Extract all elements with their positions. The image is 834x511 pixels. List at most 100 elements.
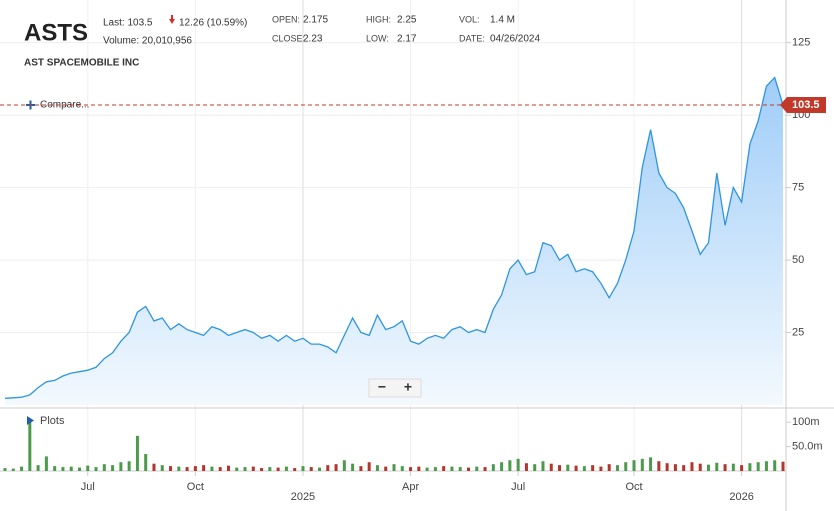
high: 2.25 xyxy=(397,15,417,26)
volume-bar xyxy=(715,462,719,471)
volume-bar xyxy=(690,462,694,471)
volume-bar xyxy=(442,466,446,471)
volume-bar xyxy=(3,468,7,471)
volume-bar xyxy=(375,465,379,471)
zoom-box xyxy=(368,378,422,398)
volume-bar xyxy=(384,466,388,471)
volume-bar xyxy=(425,467,429,471)
volume-bar xyxy=(466,467,470,471)
open-label: OPEN: xyxy=(272,14,300,24)
volume-bar xyxy=(450,466,454,471)
volume-bar xyxy=(268,467,272,471)
volume-bar xyxy=(185,467,189,471)
x-tick-label: Apr xyxy=(402,481,419,493)
volume-bar xyxy=(781,461,785,471)
volume-bar xyxy=(20,466,24,471)
volume-bar xyxy=(326,465,330,471)
zoom-in[interactable]: + xyxy=(404,379,412,395)
volume-bar xyxy=(632,460,636,471)
volume-bar xyxy=(177,466,181,471)
volume-bar xyxy=(508,460,512,471)
volume-bar xyxy=(458,467,462,471)
volume-bar xyxy=(624,462,628,471)
volume-bar xyxy=(144,453,148,471)
open: 2.175 xyxy=(303,15,328,26)
last-price-label: 103.5 xyxy=(792,99,820,111)
low-label: LOW: xyxy=(366,33,389,43)
volume-bar xyxy=(218,467,222,471)
high-label: HIGH: xyxy=(366,14,391,24)
price-area xyxy=(5,77,783,405)
volume-bar xyxy=(574,465,578,471)
volume-bar xyxy=(94,467,98,471)
zoom-out[interactable]: − xyxy=(378,379,386,395)
y-tick-label: 25 xyxy=(792,326,804,338)
x-tick-label: 2026 xyxy=(729,491,753,503)
volume-bar xyxy=(640,458,644,471)
x-tick-label: Oct xyxy=(187,481,204,493)
volume-bar xyxy=(591,465,595,471)
volume-bar xyxy=(276,467,280,471)
volume-bar xyxy=(773,460,777,471)
volume-bar xyxy=(483,467,487,471)
volume-bar xyxy=(284,466,288,471)
volume-bar xyxy=(417,466,421,471)
volume-bar xyxy=(301,466,305,471)
volume-bar xyxy=(549,463,553,471)
volume-bar xyxy=(342,460,346,471)
change: 12.26 (10.59%) xyxy=(179,18,247,29)
y-tick-label: 50.0m xyxy=(792,441,823,453)
volume-bar xyxy=(392,464,396,471)
volume-bar xyxy=(673,464,677,471)
volume-bar xyxy=(524,463,528,471)
volume-bar xyxy=(127,461,131,471)
volume-bar xyxy=(210,466,214,471)
volume: Volume: 20,010,956 xyxy=(103,36,192,47)
volume-bar xyxy=(582,466,586,471)
volume-bar xyxy=(111,465,115,471)
price-line xyxy=(4,76,784,399)
volume-bar xyxy=(36,465,40,471)
volume-bar xyxy=(400,466,404,471)
volume-bar xyxy=(566,464,570,471)
volume-bar xyxy=(764,461,768,471)
close: 2.23 xyxy=(303,34,323,45)
close-label: CLOSE: xyxy=(272,33,305,43)
volume-bar xyxy=(53,466,57,471)
y-tick-label: 100m xyxy=(792,416,820,428)
plots-text[interactable]: Plots xyxy=(40,415,65,427)
volume-bar xyxy=(541,461,545,471)
company: AST SPACEMOBILE INC xyxy=(24,58,139,69)
volume-bar xyxy=(251,466,255,471)
volume-bar xyxy=(226,465,230,471)
volume-bar xyxy=(86,465,90,471)
volume-bar xyxy=(409,467,413,471)
volume-bar xyxy=(69,466,73,471)
volume-bar xyxy=(756,462,760,471)
volume-bar xyxy=(615,465,619,471)
plots-button[interactable]: Plots xyxy=(27,415,65,427)
vol: 1.4 M xyxy=(490,15,515,26)
volume-bar xyxy=(533,464,537,471)
volume-bar xyxy=(334,464,338,471)
x-tick-label: 2025 xyxy=(291,491,315,503)
volume-bar xyxy=(665,463,669,471)
volume-bar xyxy=(309,467,313,471)
volume-bar xyxy=(61,467,65,471)
volume-bar xyxy=(169,466,173,471)
volume-bar xyxy=(359,466,363,471)
volume-bar xyxy=(193,466,197,471)
volume-bar xyxy=(649,457,653,471)
zoom-controls: − + xyxy=(368,378,422,398)
volume-bar xyxy=(731,463,735,471)
volume-bar xyxy=(682,465,686,471)
x-tick-label: Jul xyxy=(81,481,95,493)
plots-icon[interactable] xyxy=(27,416,34,425)
volume-bar xyxy=(351,463,355,471)
volume-bar xyxy=(698,463,702,471)
volume-bar xyxy=(44,456,48,471)
volume-bar xyxy=(318,467,322,471)
vol-label: VOL: xyxy=(459,14,480,24)
